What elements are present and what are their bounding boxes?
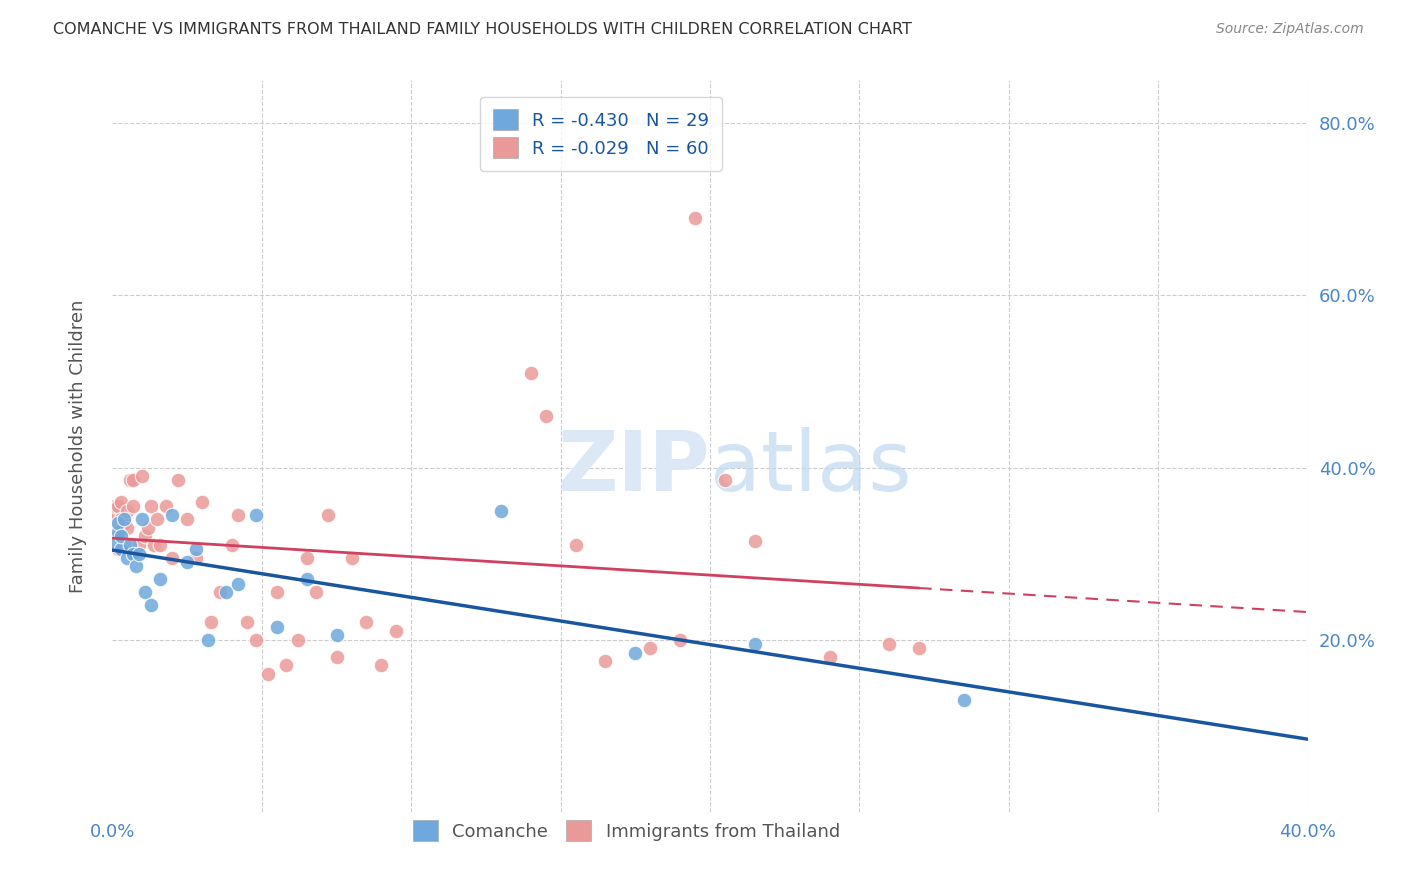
Point <box>197 632 219 647</box>
Y-axis label: Family Households with Children: Family Households with Children <box>69 300 87 592</box>
Point <box>110 512 132 526</box>
Point <box>221 538 243 552</box>
Legend: Comanche, Immigrants from Thailand: Comanche, Immigrants from Thailand <box>399 808 853 854</box>
Point <box>149 538 172 552</box>
Point <box>215 585 238 599</box>
Point <box>316 508 339 522</box>
Point <box>744 637 766 651</box>
Point <box>257 667 280 681</box>
Text: Source: ZipAtlas.com: Source: ZipAtlas.com <box>1216 22 1364 37</box>
Point <box>110 495 132 509</box>
Point <box>167 474 190 488</box>
Point <box>683 211 706 225</box>
Point <box>226 508 249 522</box>
Point <box>186 550 208 565</box>
Point <box>138 521 160 535</box>
Point <box>209 585 232 599</box>
Point <box>110 529 132 543</box>
Text: ZIP: ZIP <box>558 427 710 508</box>
Point <box>128 547 150 561</box>
Point <box>107 542 129 557</box>
Point <box>120 538 142 552</box>
Point <box>104 538 127 552</box>
Point <box>120 474 142 488</box>
Point <box>104 500 127 514</box>
Point <box>122 474 145 488</box>
Point <box>287 632 309 647</box>
Point <box>155 500 177 514</box>
Point <box>245 508 267 522</box>
Point <box>107 500 129 514</box>
Point <box>908 641 931 656</box>
Point <box>134 529 156 543</box>
Point <box>176 555 198 569</box>
Point <box>669 632 692 647</box>
Point <box>624 646 647 660</box>
Point <box>141 500 163 514</box>
Point <box>110 542 132 557</box>
Point <box>131 469 153 483</box>
Point <box>370 658 392 673</box>
Point <box>640 641 662 656</box>
Point <box>325 628 347 642</box>
Point <box>114 538 135 552</box>
Point <box>340 550 363 565</box>
Point <box>564 538 586 552</box>
Point <box>149 573 172 587</box>
Point <box>134 585 156 599</box>
Point <box>162 550 183 565</box>
Point <box>385 624 408 638</box>
Point <box>107 516 129 531</box>
Point <box>595 654 617 668</box>
Point <box>107 529 129 543</box>
Point <box>117 503 139 517</box>
Point <box>162 508 183 522</box>
Point <box>245 632 267 647</box>
Point <box>104 516 127 531</box>
Point <box>226 576 249 591</box>
Point <box>295 573 318 587</box>
Point <box>305 585 328 599</box>
Point <box>744 533 766 548</box>
Point <box>953 693 976 707</box>
Point <box>125 559 148 574</box>
Point <box>141 598 163 612</box>
Point <box>879 637 901 651</box>
Point <box>143 538 166 552</box>
Point <box>114 516 135 531</box>
Text: COMANCHE VS IMMIGRANTS FROM THAILAND FAMILY HOUSEHOLDS WITH CHILDREN CORRELATION: COMANCHE VS IMMIGRANTS FROM THAILAND FAM… <box>53 22 912 37</box>
Point <box>146 512 169 526</box>
Point <box>128 538 150 552</box>
Point <box>274 658 297 673</box>
Point <box>266 585 288 599</box>
Point <box>489 503 512 517</box>
Point <box>325 649 347 664</box>
Text: atlas: atlas <box>710 427 911 508</box>
Point <box>295 550 318 565</box>
Point <box>186 542 208 557</box>
Point <box>176 512 198 526</box>
Point <box>125 547 148 561</box>
Point <box>714 474 737 488</box>
Point <box>200 615 222 630</box>
Point <box>266 620 288 634</box>
Point <box>117 521 139 535</box>
Point <box>236 615 259 630</box>
Point <box>107 524 129 539</box>
Point <box>122 500 145 514</box>
Point <box>131 512 153 526</box>
Point <box>114 512 135 526</box>
Point <box>191 495 214 509</box>
Point <box>122 547 145 561</box>
Point <box>520 366 543 380</box>
Point <box>117 550 139 565</box>
Point <box>104 508 127 522</box>
Point <box>534 409 557 423</box>
Point <box>356 615 378 630</box>
Point <box>818 649 841 664</box>
